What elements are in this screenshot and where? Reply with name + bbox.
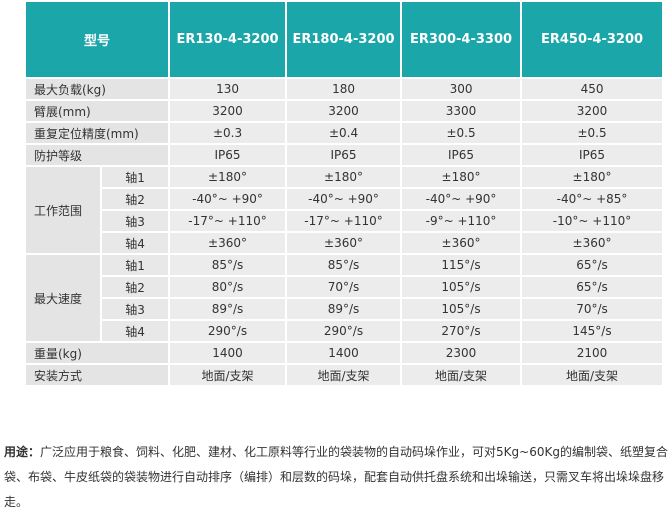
value-cell: -10°~ +110° — [520, 209, 665, 233]
value-cell: 地面/支架 — [168, 363, 288, 387]
value-cell: ±0.4 — [285, 121, 403, 145]
value-cell: 105°/s — [400, 275, 523, 299]
table-row: 防护等级 IP65 IP65 IP65 IP65 — [23, 143, 665, 167]
header-cell: ER450-4-3200 — [520, 0, 665, 79]
table-row: 轴3 -17°~ +110° -17°~ +110° -9°~ +110° -10°~ … — [25, 209, 665, 233]
table-row: 工作范围 轴1 ±180° ±180° ±180° ±180° — [24, 165, 665, 255]
value-cell: 450 — [520, 77, 665, 101]
value-cell: 80°/s — [168, 275, 288, 299]
value-cell: -17°~ +110° — [285, 209, 403, 233]
axis-label: 轴1 — [99, 165, 171, 189]
value-cell: -40°~ +90° — [400, 187, 523, 211]
value-cell: IP65 — [400, 143, 523, 167]
value-cell: ±180° — [168, 165, 288, 189]
row-label: 安装方式 — [23, 363, 171, 387]
row-label: 最大负载(kg) — [23, 77, 171, 101]
value-cell: -9°~ +110° — [400, 209, 523, 233]
table-row: 重量(kg) 1400 1400 2300 2100 — [23, 341, 665, 365]
value-cell: IP65 — [285, 143, 403, 167]
value-cell: 89°/s — [285, 297, 403, 321]
value-cell: ±0.3 — [168, 121, 288, 145]
value-cell: 3200 — [285, 99, 403, 123]
table-row: 轴4 ±360° ±360° ±360° ±360° — [25, 231, 665, 255]
value-cell: ±360° — [520, 231, 665, 255]
value-cell: 3200 — [168, 99, 288, 123]
value-cell: 70°/s — [285, 275, 403, 299]
value-cell: 115°/s — [400, 253, 523, 277]
row-label: 臂展(mm) — [23, 99, 171, 123]
value-cell: 300 — [400, 77, 523, 101]
value-cell: 290°/s — [285, 319, 403, 343]
header-cell: ER300-4-3300 — [400, 0, 523, 79]
table-row: 轴3 89°/s 89°/s 105°/s 70°/s — [25, 297, 665, 321]
value-cell: ±360° — [285, 231, 403, 255]
value-cell: 地面/支架 — [285, 363, 403, 387]
spec-table: 型号 ER130-4-3200 ER180-4-3200 ER300-4-3300 ER… — [23, 0, 665, 387]
value-cell: ±0.5 — [400, 121, 523, 145]
axis-label: 轴1 — [99, 253, 171, 277]
value-cell: ±180° — [400, 165, 523, 189]
note-text: 广泛应用于粮食、饲料、化肥、建材、化工原料等行业的袋装物的自动码垛作业，可对5K… — [4, 445, 668, 509]
value-cell: 85°/s — [168, 253, 288, 277]
value-cell: 70°/s — [520, 297, 665, 321]
value-cell: 地面/支架 — [400, 363, 523, 387]
table-row: 最大负载(kg) 130 180 300 450 — [23, 77, 665, 101]
value-cell: 89°/s — [168, 297, 288, 321]
value-cell: 2300 — [400, 341, 523, 365]
value-cell: 65°/s — [520, 275, 665, 299]
table-body: 最大负载(kg) 130 180 300 450 臂展(mm) 3200 3200 3300 32… — [23, 77, 665, 387]
value-cell: -40°~ +90° — [285, 187, 403, 211]
table-row: 轴2 80°/s 70°/s 105°/s 65°/s — [25, 275, 665, 299]
value-cell: 270°/s — [400, 319, 523, 343]
header-cell: ER180-4-3200 — [285, 0, 403, 79]
value-cell: 85°/s — [285, 253, 403, 277]
value-cell: ±360° — [168, 231, 288, 255]
value-cell: 65°/s — [520, 253, 665, 277]
value-cell: 3200 — [520, 99, 665, 123]
note-label: 用途： — [4, 445, 41, 459]
value-cell: 180 — [285, 77, 403, 101]
header-model: 型号 — [23, 0, 171, 79]
header-cell: ER130-4-3200 — [168, 0, 288, 79]
value-cell: 130 — [168, 77, 288, 101]
table-row: 轴4 290°/s 290°/s 270°/s 145°/s — [25, 319, 665, 343]
value-cell: ±0.5 — [520, 121, 665, 145]
value-cell: 290°/s — [168, 319, 288, 343]
usage-note: 用途：广泛应用于粮食、饲料、化肥、建材、化工原料等行业的袋装物的自动码垛作业，可… — [4, 440, 668, 515]
value-cell: 地面/支架 — [520, 363, 665, 387]
value-cell: 145°/s — [520, 319, 665, 343]
value-cell: 1400 — [168, 341, 288, 365]
axis-label: 轴3 — [99, 209, 171, 233]
axis-label: 轴4 — [99, 231, 171, 255]
value-cell: IP65 — [520, 143, 665, 167]
row-label: 防护等级 — [23, 143, 171, 167]
value-cell: ±180° — [520, 165, 665, 189]
value-cell: ±180° — [285, 165, 403, 189]
group-label: 工作范围 — [24, 165, 102, 255]
row-label: 重复定位精度(mm) — [23, 121, 171, 145]
table-row: 重复定位精度(mm) ±0.3 ±0.4 ±0.5 ±0.5 — [23, 121, 665, 145]
value-cell: -40°~ +85° — [520, 187, 665, 211]
header-row: 型号 ER130-4-3200 ER180-4-3200 ER300-4-3300 ER… — [23, 0, 665, 79]
value-cell: IP65 — [168, 143, 288, 167]
table-row: 最大速度 轴1 85°/s 85°/s 115°/s 65°/s — [24, 253, 665, 343]
axis-label: 轴3 — [99, 297, 171, 321]
table-row: 安装方式 地面/支架 地面/支架 地面/支架 地面/支架 — [23, 363, 665, 387]
axis-label: 轴2 — [99, 275, 171, 299]
value-cell: -40°~ +90° — [168, 187, 288, 211]
table-row: 轴2 -40°~ +90° -40°~ +90° -40°~ +90° -40°~ +8… — [25, 187, 665, 211]
value-cell: 105°/s — [400, 297, 523, 321]
value-cell: -17°~ +110° — [168, 209, 288, 233]
row-label: 重量(kg) — [23, 341, 171, 365]
value-cell: 3300 — [400, 99, 523, 123]
axis-label: 轴4 — [99, 319, 171, 343]
value-cell: 2100 — [520, 341, 665, 365]
axis-label: 轴2 — [99, 187, 171, 211]
group-label: 最大速度 — [24, 253, 102, 343]
table-row: 臂展(mm) 3200 3200 3300 3200 — [23, 99, 665, 123]
value-cell: 1400 — [285, 341, 403, 365]
value-cell: ±360° — [400, 231, 523, 255]
